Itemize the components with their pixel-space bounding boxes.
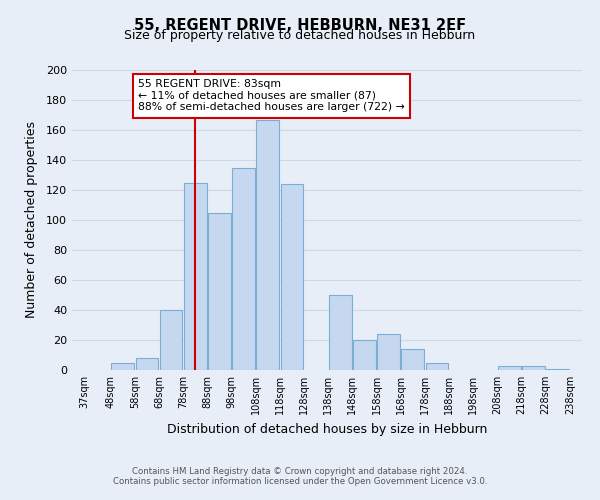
Bar [160,310,182,370]
X-axis label: Distribution of detached houses by size in Hebburn: Distribution of detached houses by size … [167,422,487,436]
Bar [136,358,158,370]
Bar [353,340,376,370]
Bar [425,362,448,370]
Text: 55 REGENT DRIVE: 83sqm
← 11% of detached houses are smaller (87)
88% of semi-det: 55 REGENT DRIVE: 83sqm ← 11% of detached… [139,79,405,112]
Text: Contains public sector information licensed under the Open Government Licence v3: Contains public sector information licen… [113,477,487,486]
Bar [256,120,279,370]
Bar [281,184,304,370]
Bar [401,349,424,370]
Text: 55, REGENT DRIVE, HEBBURN, NE31 2EF: 55, REGENT DRIVE, HEBBURN, NE31 2EF [134,18,466,32]
Bar [522,366,545,370]
Text: Contains HM Land Registry data © Crown copyright and database right 2024.: Contains HM Land Registry data © Crown c… [132,467,468,476]
Y-axis label: Number of detached properties: Number of detached properties [25,122,38,318]
Bar [112,362,134,370]
Bar [208,212,231,370]
Bar [498,366,521,370]
Bar [377,334,400,370]
Text: Size of property relative to detached houses in Hebburn: Size of property relative to detached ho… [124,29,476,42]
Bar [547,368,569,370]
Bar [184,182,206,370]
Bar [329,295,352,370]
Bar [232,168,255,370]
